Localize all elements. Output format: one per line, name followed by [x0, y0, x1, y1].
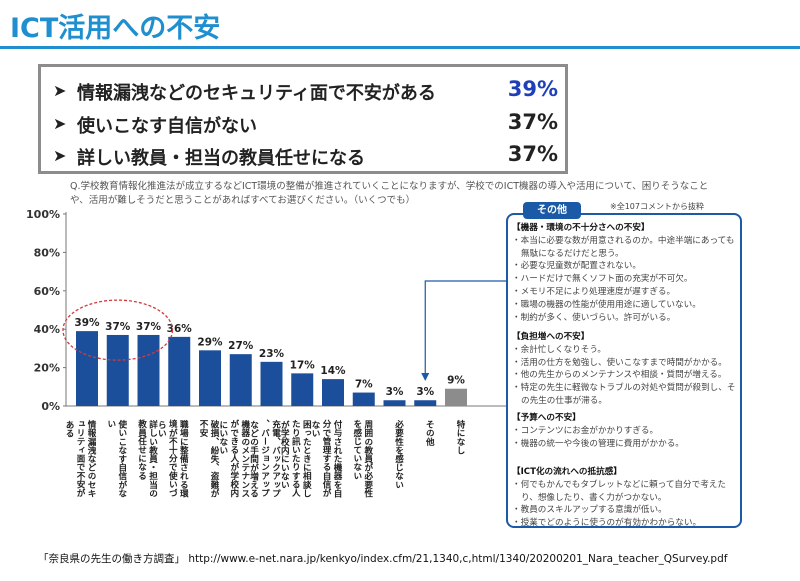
comment-item: ・コンテンツにお金がかかりすぎる。 — [512, 425, 659, 436]
page-title: ICT活用への不安 — [10, 13, 221, 44]
highlight-ellipse — [62, 299, 174, 361]
summary-box: ➤ 情報漏洩などのセキュリティ面で不安がある 39% ➤ 使いこなす自信がない … — [38, 64, 568, 174]
x-tick-label: 特になし — [455, 419, 465, 455]
summary-label: 詳しい教員・担当の教員任せになる — [77, 148, 365, 169]
x-tick-label: 付与された機器を自分で管理する自信がない — [310, 419, 343, 499]
bar — [383, 400, 406, 406]
comment-group-heading: 【負担増への不安】 — [512, 332, 590, 342]
bar-value-label: 17% — [290, 359, 316, 371]
survey-question: Q.学校教育情報化推進法が成立するなどICT環境の整備が推進されていくことになり… — [70, 181, 709, 206]
summary-value: 37% — [507, 110, 558, 134]
x-tick-label: その他 — [424, 420, 435, 447]
x-tick-label: 情報漏洩などのセキュリティ面で不安がある — [64, 419, 97, 498]
comment-item: ・制約が多く、使いづらい。許可がいる。 — [512, 312, 676, 323]
bar — [106, 334, 129, 406]
x-tick-label: 破損、紛失、盗難が不安 — [198, 419, 219, 498]
summary-value: 37% — [507, 142, 558, 166]
summary-value: 39% — [507, 77, 558, 101]
bar-value-label: 36% — [167, 323, 193, 335]
source-citation: 「奈良県の先生の働き方調査」 http://www.e-net.nara.jp/… — [38, 553, 728, 565]
bar — [76, 331, 98, 406]
comment-group-heading: 【予算への不安】 — [512, 413, 581, 423]
comment-item: ・必要な児童数が配置されない。 — [512, 261, 641, 272]
comment-item: ・機器の統一や今後の管理に費用がかかる。 — [512, 438, 684, 449]
comment-item: ・活用の仕方を勉強し、使いこなすまで時間がかかる。 — [512, 357, 727, 368]
comment-group: 【ICT化の流れへの抵抗感】・何でもかんでもタブレットなどに頼って自分で考えたり… — [512, 466, 740, 530]
summary-label: 使いこなす自信がない — [77, 116, 257, 137]
summary-row-reliance: ➤ 詳しい教員・担当の教員任せになる 37% — [53, 142, 558, 174]
bar-value-label: 14% — [320, 365, 346, 377]
x-tick-label: 困ったときに相談したり訊いたりする人が学校内にいない — [279, 419, 311, 498]
comment-item: ・教員のスキルアップする意識が低い。 — [512, 505, 667, 516]
arrow-bullet-icon: ➤ — [53, 81, 67, 100]
comment-item: ・他の先生からのメンテナンスや相談・質問が増える。 — [512, 370, 727, 381]
bar — [352, 392, 375, 406]
comment-note: ※全107コメントから抜粋 — [610, 202, 704, 211]
bar-value-label: 27% — [228, 340, 254, 352]
x-tick-label: 周囲の教員が必要性を感じていない — [352, 420, 374, 499]
bar-value-label: 7% — [355, 379, 373, 391]
bar — [445, 388, 467, 406]
title-divider — [0, 46, 800, 49]
comment-item: ・余計忙しくなりそう。 — [512, 344, 607, 355]
summary-row-confidence: ➤ 使いこなす自信がない 37% — [53, 110, 558, 142]
x-tick-label: 使いこなす自信がない — [106, 419, 128, 498]
comment-item: ・本当に必要な数が用意されるのか。中途半端にあっても無駄になるだけだと思う。 — [512, 235, 735, 259]
comment-item: ・授業でどのように使うのが有効かわからない。 — [512, 518, 702, 529]
arrow-bullet-icon: ➤ — [53, 114, 67, 133]
comment-group: 【負担増への不安】・余計忙しくなりそう。・活用の仕方を勉強し、使いこなすまで時間… — [512, 331, 740, 408]
comment-item: ・メモリ不足により処理速度が遅すぎる。 — [512, 286, 676, 297]
y-tick-label: 80% — [34, 246, 60, 259]
comment-group: 【予算への不安】・コンテンツにお金がかかりすぎる。・機器の統一や今後の管理に費用… — [512, 412, 740, 450]
bar — [168, 336, 191, 406]
bar-value-label: 9% — [447, 375, 465, 387]
comment-group-heading: 【ICT化の流れへの抵抗感】 — [512, 467, 622, 477]
y-tick-label: 40% — [34, 323, 60, 336]
connector-arrowhead-icon — [421, 373, 430, 381]
summary-row-security: ➤ 情報漏洩などのセキュリティ面で不安がある 39% — [53, 77, 558, 109]
bar — [229, 354, 252, 406]
comment-item: ・特定の先生に軽微なトラブルの対処や質問が殺到し、その先生の仕事が滞る。 — [512, 383, 736, 406]
bar-value-label: 3% — [386, 386, 404, 398]
bar-value-label: 39% — [74, 317, 100, 329]
bar — [260, 361, 283, 406]
bar-value-label: 37% — [136, 321, 162, 333]
arrow-bullet-icon: ➤ — [53, 146, 67, 165]
y-tick-label: 20% — [34, 362, 60, 375]
bar-value-label: 37% — [105, 321, 131, 333]
connector-arrow — [424, 280, 506, 379]
x-tick-label: 職場に整備される環境が不十分で使いづらい — [156, 419, 188, 499]
comment-item: ・職場の機器の性能が使用用途に適していない。 — [512, 299, 701, 310]
bar — [137, 334, 160, 406]
x-tick-label: 機器のメンテナンスができる人が学校内にいない — [218, 419, 251, 499]
bar — [322, 379, 344, 406]
bar — [414, 400, 437, 406]
x-tick-label: 必要性を感じない — [394, 419, 405, 489]
y-tick-label: 100% — [26, 208, 60, 221]
summary-label: 情報漏洩などのセキュリティ面で不安がある — [77, 83, 436, 104]
comment-item: ・何でもかんでもタブレットなどに頼って自分で考えたり、想像したり、書く力がつかな… — [512, 479, 726, 503]
bar-value-label: 3% — [416, 386, 434, 398]
x-tick-label: 詳しい教員・担当の教員任せになる — [137, 419, 159, 498]
comment-group-heading: 【機器・環境の不十分さへの不安】 — [512, 223, 650, 233]
bar-value-label: 29% — [197, 336, 223, 348]
other-comments-tab: その他 — [523, 202, 581, 219]
comment-group: 【機器・環境の不十分さへの不安】・本当に必要な数が用意されるのか。中途半端にあっ… — [512, 222, 740, 324]
bar — [291, 373, 314, 406]
comment-item: ・ハードだけで無くソフト面の充実が不可欠。 — [512, 274, 693, 285]
x-tick-label: 充電、バックアップ、バージョンアップなどの手間が増える — [249, 419, 281, 498]
y-tick-label: 60% — [34, 285, 60, 298]
other-comments-box — [506, 213, 742, 528]
y-tick-label: 0% — [41, 400, 60, 413]
bar — [199, 350, 221, 406]
bar-value-label: 23% — [259, 348, 285, 360]
